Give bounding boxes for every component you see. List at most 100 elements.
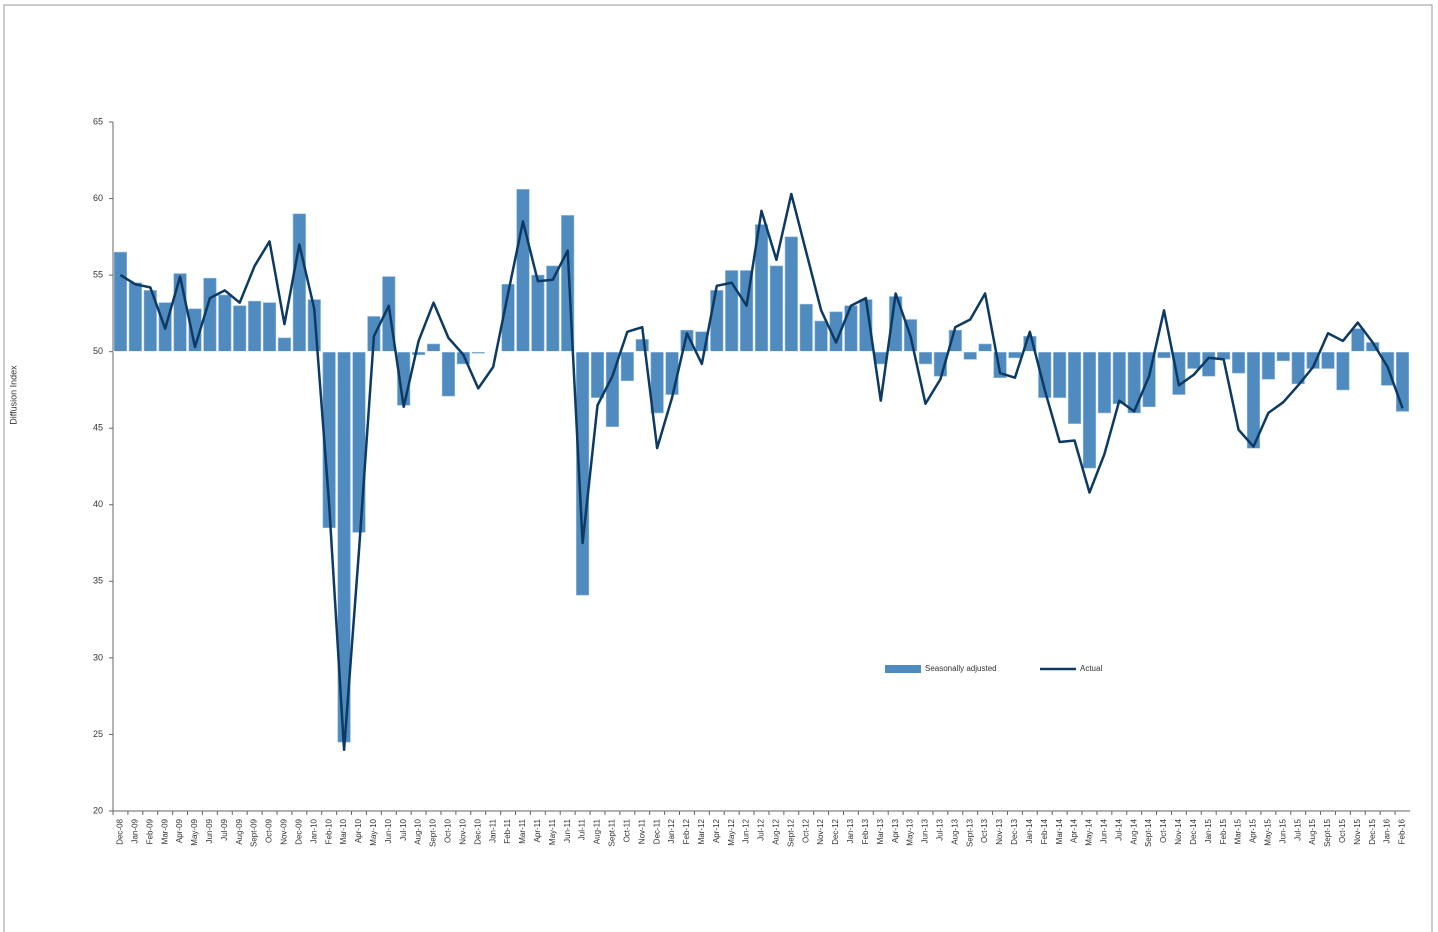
bar [1351, 328, 1365, 352]
bar [1068, 351, 1082, 424]
x-tick-label: Jul-10 [399, 818, 408, 840]
bar [844, 305, 858, 352]
x-tick-label: Jun-09 [205, 818, 214, 843]
x-tick-label: Jan-10 [309, 818, 318, 843]
x-tick-label: Apr-15 [1249, 818, 1258, 843]
bar [1082, 351, 1097, 469]
x-tick-label: Apr-14 [1070, 818, 1079, 843]
x-tick-label: Aug-12 [772, 818, 781, 844]
y-tick-label: 45 [93, 423, 103, 433]
x-tick-label: Nov-12 [816, 818, 825, 844]
bar [292, 213, 306, 352]
x-tick-label: Jan-12 [667, 818, 676, 843]
bar [441, 351, 455, 397]
bar [1112, 351, 1126, 405]
x-tick-label: Nov-13 [995, 818, 1004, 844]
y-tick-label: 65 [93, 116, 103, 126]
y-tick-label: 20 [93, 805, 103, 815]
x-tick-label: Apr-11 [533, 818, 542, 842]
x-tick-label: Nov-14 [1174, 818, 1183, 844]
x-tick-label: May-10 [369, 818, 378, 845]
bar [1276, 351, 1290, 362]
x-tick-label: Jan-09 [130, 818, 139, 843]
legend-label: Actual [1080, 664, 1102, 673]
x-tick-label: Oct-13 [980, 818, 989, 843]
x-tick-label: Oct-09 [265, 818, 274, 843]
x-tick-label: Jun-10 [384, 818, 393, 843]
x-tick-label: Jun-14 [1099, 818, 1108, 843]
x-tick-label: Oct-10 [444, 818, 453, 843]
x-tick-label: Sept-10 [429, 818, 438, 847]
x-tick-label: Dec-15 [1368, 818, 1377, 844]
x-tick-label: Feb-13 [861, 818, 870, 844]
x-tick-label: May-15 [1263, 818, 1272, 845]
x-tick-label: Nov-10 [458, 818, 467, 844]
bar [1053, 351, 1067, 398]
y-tick-label: 50 [93, 346, 103, 356]
y-tick-label: 35 [93, 576, 103, 586]
bar [590, 351, 605, 398]
legend-swatch [885, 665, 921, 673]
x-tick-label: May-13 [906, 818, 915, 845]
x-tick-label: Aug-14 [1129, 818, 1138, 844]
x-tick-label: Mar-09 [160, 818, 169, 844]
x-tick-label: Sept-13 [965, 818, 974, 847]
bar [710, 290, 724, 352]
x-tick-label: Mar-15 [1234, 818, 1243, 844]
x-tick-label: Jun-13 [921, 818, 930, 843]
bar [665, 351, 679, 395]
x-tick-label: Feb-16 [1398, 818, 1407, 844]
y-tick-label: 60 [93, 193, 103, 203]
bar [113, 251, 128, 352]
bar [248, 300, 262, 352]
x-tick-label: Jul-12 [757, 818, 766, 840]
x-tick-label: Dec-09 [294, 818, 303, 844]
line [119, 192, 1404, 752]
bar [1008, 351, 1022, 359]
x-tick-label: Apr-10 [354, 818, 363, 843]
bar [173, 273, 187, 352]
x-tick-label: May-14 [1085, 818, 1094, 845]
x-tick-label: Sept-15 [1323, 818, 1332, 847]
x-tick-label: Mar-12 [697, 818, 706, 844]
bar [516, 189, 530, 352]
x-tick-label: May-09 [190, 818, 199, 845]
x-tick-label: Dec-13 [1010, 818, 1019, 844]
legend-label: Seasonally adjusted [925, 664, 997, 673]
bar [1336, 351, 1350, 391]
x-tick-label: Dec-08 [116, 818, 125, 844]
x-tick-label: Aug-15 [1308, 818, 1317, 844]
x-tick-label: Feb-09 [145, 818, 154, 844]
x-tick-label: Jan-11 [488, 818, 497, 842]
x-tick-label: Apr-09 [175, 818, 184, 843]
bar [1231, 351, 1246, 374]
bar [1395, 351, 1410, 412]
bar [262, 302, 277, 352]
x-tick-label: Jan-13 [846, 818, 855, 843]
bar [1321, 351, 1335, 369]
bar [233, 305, 247, 352]
bar [1187, 351, 1201, 369]
bar [277, 337, 292, 352]
x-tick-label: Mar-10 [339, 818, 348, 844]
x-tick-label: Oct-14 [1159, 818, 1168, 843]
x-tick-label: Jul-14 [1114, 818, 1123, 840]
x-tick-label: Feb-12 [682, 818, 691, 844]
x-tick-label: Mar-14 [1055, 818, 1064, 844]
x-tick-label: Mar-11 [518, 818, 527, 843]
x-tick-label: Feb-10 [324, 818, 333, 844]
x-tick-label: Jul-11 [578, 818, 587, 840]
x-tick-label: Dec-12 [831, 818, 840, 844]
bar [978, 343, 992, 352]
bar [814, 320, 828, 352]
x-tick-label: Jul-09 [220, 818, 229, 840]
x-tick-label: Dec-14 [1189, 818, 1198, 844]
bar [1097, 351, 1111, 414]
y-axis-label: Diffusion Index [8, 365, 18, 425]
x-tick-label: Feb-15 [1219, 818, 1228, 844]
x-tick-label: Jun-15 [1278, 818, 1287, 843]
x-tick-label: Apr-13 [891, 818, 900, 843]
x-tick-label: Oct-15 [1338, 818, 1347, 843]
bar [531, 274, 545, 352]
bar [426, 343, 441, 352]
